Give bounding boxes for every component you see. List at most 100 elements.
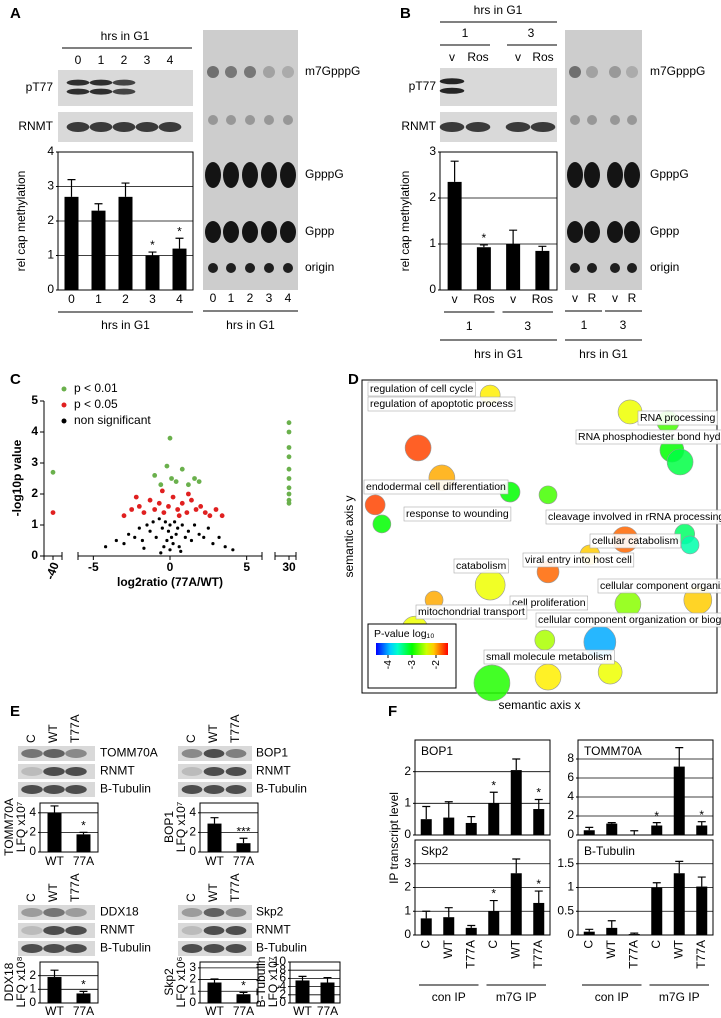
blot-band bbox=[43, 785, 65, 794]
x-tick-label: 0 bbox=[68, 292, 75, 306]
annotation: cellular component organization bbox=[600, 580, 721, 592]
y-axis-label: LFQ x10⁶ bbox=[174, 956, 188, 1007]
annotation-box bbox=[509, 595, 588, 611]
annotation: cellular catabolism bbox=[592, 535, 679, 547]
data-point bbox=[176, 513, 182, 519]
lane-label: 3 bbox=[144, 53, 151, 67]
x-tick-label: WT bbox=[293, 1004, 312, 1018]
annotation: cellular component organization or bioge… bbox=[538, 614, 721, 626]
error-bar bbox=[675, 860, 684, 874]
colorbar bbox=[376, 643, 448, 655]
annotation-box bbox=[522, 552, 635, 568]
data-point bbox=[286, 445, 292, 450]
y-tick-label: 0 bbox=[31, 548, 38, 562]
y-tick-label: 0 bbox=[279, 995, 286, 1009]
data-point bbox=[198, 504, 204, 509]
annotation: viral entry into host cell bbox=[525, 554, 632, 566]
significance-mark: * bbox=[491, 887, 496, 901]
bar bbox=[628, 934, 640, 935]
error-bar bbox=[175, 237, 184, 249]
annotation: small molecule metabolism bbox=[486, 651, 612, 663]
blot-row-label: pT77 bbox=[26, 80, 54, 94]
x-tick-label: T77A bbox=[626, 940, 640, 969]
blot-row-label: BOP1 bbox=[256, 746, 288, 760]
y-axis-label: TOMM70A bbox=[2, 798, 16, 856]
legend-label: non significant bbox=[74, 413, 151, 427]
blot-band bbox=[181, 944, 203, 953]
data-point bbox=[152, 473, 158, 478]
legend-swatch bbox=[61, 418, 67, 424]
blot-band bbox=[203, 926, 225, 935]
data-point bbox=[184, 510, 190, 515]
data-point bbox=[193, 507, 199, 512]
annotation: cleavage involved in rRNA processing bbox=[548, 511, 721, 523]
legend-label: p < 0.05 bbox=[74, 397, 118, 411]
y-tick-label: 2 bbox=[29, 968, 36, 982]
plot-frame bbox=[289, 961, 341, 1004]
blot-band bbox=[439, 87, 465, 94]
gel-spot bbox=[280, 221, 296, 243]
x-tick-label: 5 bbox=[243, 560, 250, 574]
lane-label: WT bbox=[46, 883, 60, 902]
group-label: con IP bbox=[432, 990, 466, 1004]
data-point bbox=[160, 526, 164, 530]
plot-frame bbox=[39, 802, 99, 853]
gel-spot bbox=[624, 221, 640, 243]
lane-label: C bbox=[184, 734, 198, 743]
x-tick-label: v bbox=[452, 292, 458, 306]
gel-band-label: Gppp bbox=[305, 224, 335, 238]
blot-band bbox=[21, 926, 43, 935]
blot-band bbox=[43, 926, 65, 935]
bar bbox=[91, 210, 106, 290]
y-tick-label: 1 bbox=[429, 236, 436, 250]
data-point bbox=[174, 532, 178, 536]
gel-band-label: Gppp bbox=[650, 224, 680, 238]
data-point bbox=[147, 497, 153, 503]
bar bbox=[145, 255, 160, 290]
blot-row-label: RNMT bbox=[401, 119, 436, 133]
plot-frame bbox=[199, 961, 259, 1004]
annotation: RNA processing bbox=[640, 412, 715, 424]
data-point bbox=[286, 454, 292, 460]
annotation-box bbox=[363, 479, 509, 495]
lane-label: 0 bbox=[210, 291, 217, 305]
error-bar bbox=[697, 876, 706, 887]
annotation: regulation of apoptotic process bbox=[370, 398, 513, 410]
gel-spot bbox=[283, 115, 293, 125]
gel-spot bbox=[245, 115, 255, 125]
error-bar bbox=[121, 182, 130, 197]
gel-spot bbox=[261, 162, 277, 188]
blot-band bbox=[181, 785, 203, 794]
lane-label: R bbox=[628, 291, 637, 305]
bubble bbox=[538, 485, 558, 505]
annotation: cell proliferation bbox=[512, 597, 586, 609]
data-point bbox=[151, 520, 155, 524]
data-point bbox=[286, 466, 292, 472]
data-point bbox=[145, 523, 149, 527]
y-axis-label: DDX18 bbox=[2, 962, 16, 1001]
blot-header: hrs in G1 bbox=[474, 3, 523, 17]
y-tick-label: 8 bbox=[567, 751, 574, 765]
panel-label: E bbox=[10, 703, 20, 720]
annotation: mitochondrial transport bbox=[418, 606, 525, 618]
plot-frame bbox=[577, 739, 714, 836]
bubble bbox=[680, 535, 700, 555]
data-point bbox=[207, 513, 213, 519]
significance-mark: * bbox=[150, 238, 155, 252]
blot-row-label: TOMM70A bbox=[100, 746, 158, 760]
gel-spot bbox=[569, 66, 581, 78]
data-point bbox=[189, 497, 194, 503]
chart-title: Skp2 bbox=[421, 844, 449, 858]
gel-band-label: m7GpppG bbox=[305, 64, 360, 78]
data-point bbox=[213, 507, 219, 512]
y-tick-label: 1.5 bbox=[557, 856, 574, 870]
data-point bbox=[163, 520, 167, 524]
bar bbox=[535, 250, 550, 290]
blot-band bbox=[43, 908, 65, 917]
annotation: regulation of cell cycle bbox=[370, 383, 473, 395]
annotation: response to wounding bbox=[406, 508, 509, 520]
y-tick-label: 1 bbox=[47, 248, 54, 262]
gel-band-label: origin bbox=[305, 260, 334, 274]
blot-band bbox=[21, 908, 43, 917]
data-point bbox=[133, 494, 139, 500]
